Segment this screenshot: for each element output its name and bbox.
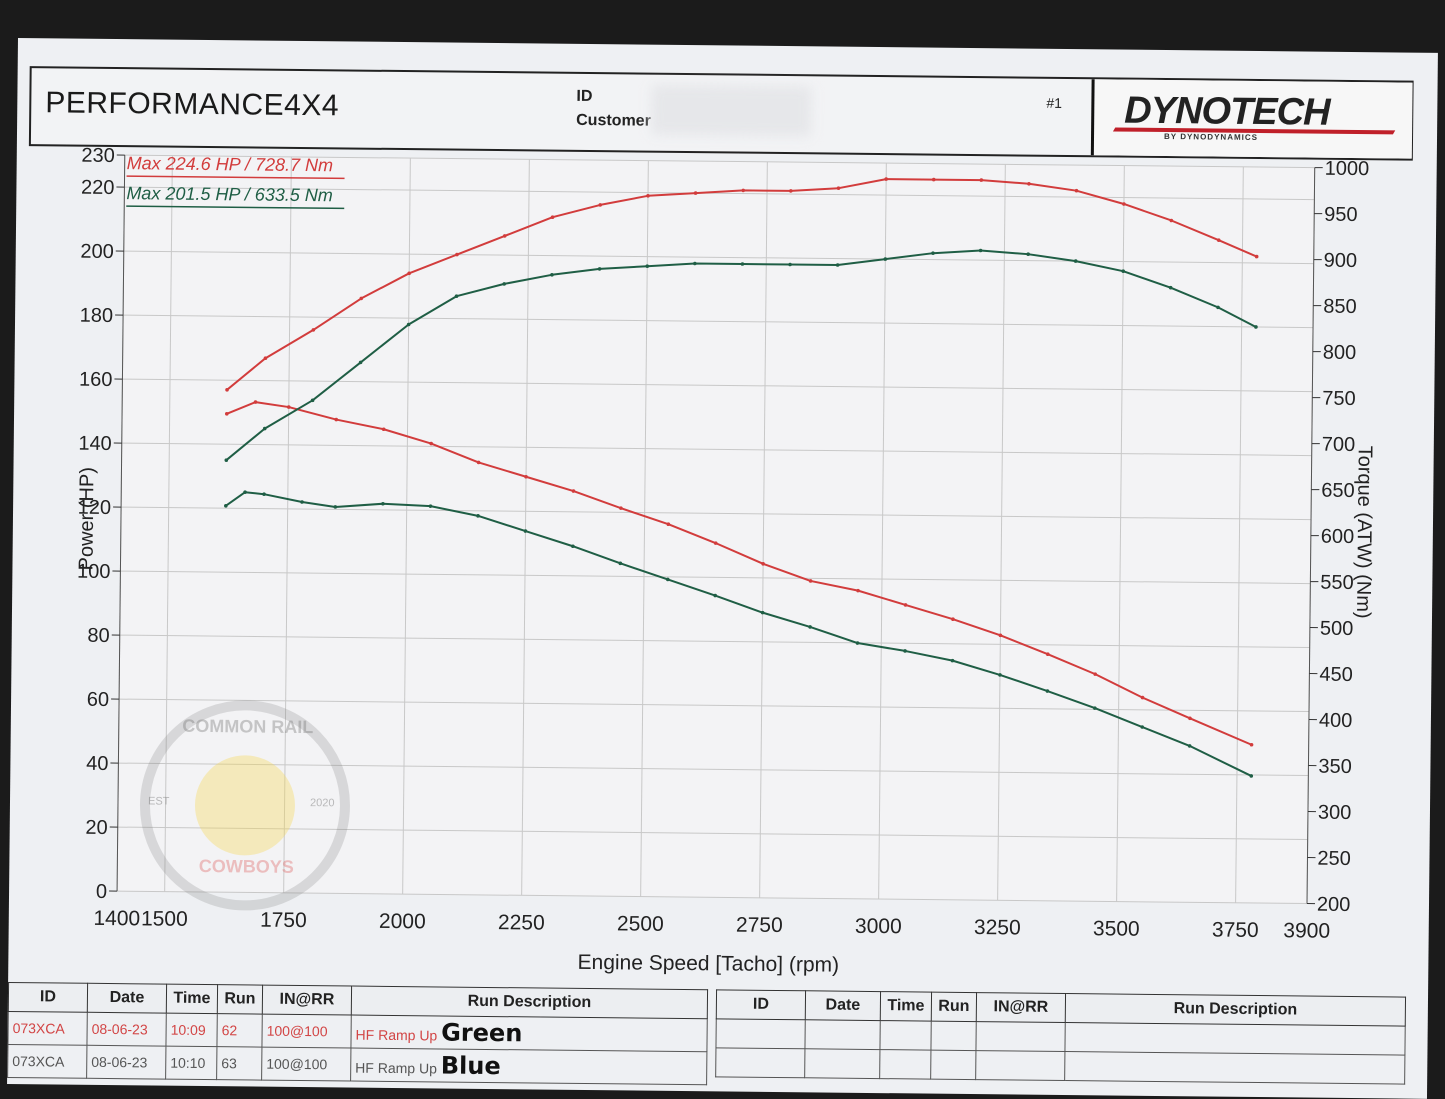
y2-tick-label: 550 xyxy=(1320,572,1354,594)
watermark-year: 2020 xyxy=(310,797,335,809)
y-tick-label: 20 xyxy=(85,817,107,839)
col-time: Time xyxy=(880,992,931,1022)
handwritten-note: Green xyxy=(441,1018,522,1047)
y-tick-label: 60 xyxy=(87,689,109,711)
cell-time: 10:09 xyxy=(166,1013,217,1047)
x-tick-label: 1750 xyxy=(260,909,307,932)
x-tick-label: 1500 xyxy=(141,907,188,930)
y2-tick-label: 800 xyxy=(1323,342,1357,364)
description-text: HF Ramp Up xyxy=(355,1060,437,1077)
cell-description: HF Ramp Up Green xyxy=(351,1015,707,1052)
table-row xyxy=(716,1048,1405,1084)
y-tick-label: 0 xyxy=(96,881,107,903)
cell-description: HF Ramp Up Blue xyxy=(351,1048,707,1085)
table-row: 073XCA 08-06-23 10:10 63 100@100 HF Ramp… xyxy=(8,1044,707,1084)
col-inrr: IN@RR xyxy=(262,985,351,1015)
watermark-est: EST xyxy=(148,795,170,807)
y2-tick-label: 450 xyxy=(1319,664,1353,686)
x-tick-label: 2750 xyxy=(736,914,783,937)
y2-tick-label: 250 xyxy=(1317,848,1351,870)
y2-tick-label: 650 xyxy=(1321,480,1355,502)
y2-tick-label: 900 xyxy=(1324,250,1358,272)
cell-inrr: 100@100 xyxy=(262,1047,351,1081)
x-tick-label: 2000 xyxy=(379,910,426,933)
y2-tick-label: 850 xyxy=(1323,296,1357,318)
watermark-top-text: COMMON RAIL xyxy=(163,716,333,739)
y2-tick-label: 500 xyxy=(1320,618,1354,640)
col-date: Date xyxy=(87,983,166,1013)
dyno-sheet: PERFORMANCE4X4 ID Customer #1 DYNOTECH B… xyxy=(7,38,1438,1099)
y2-tick-label: 700 xyxy=(1322,434,1356,456)
y2-tick-label: 750 xyxy=(1322,388,1356,410)
cell-date: 08-06-23 xyxy=(87,1012,166,1046)
x-tick-label: 2500 xyxy=(617,912,664,935)
x-tick-label: 2250 xyxy=(498,911,545,934)
y2-axis-label: Torque (ATW) (Nm) xyxy=(1352,446,1376,619)
y2-tick-label: 200 xyxy=(1317,894,1351,916)
x-axis-label: Engine Speed [Tacho] (rpm) xyxy=(577,951,839,977)
col-time: Time xyxy=(166,984,217,1014)
col-date: Date xyxy=(805,991,880,1021)
col-run-description: Run Description xyxy=(351,986,707,1019)
y-axis-label: Power (HP) xyxy=(75,467,98,571)
y2-tick-label: 950 xyxy=(1324,204,1358,226)
col-id: ID xyxy=(8,982,87,1012)
col-inrr: IN@RR xyxy=(976,993,1065,1023)
col-run: Run xyxy=(217,985,262,1014)
cell-id: 073XCA xyxy=(8,1044,87,1078)
cell-time: 10:10 xyxy=(166,1046,217,1080)
y-tick-label: 180 xyxy=(80,305,114,327)
watermark-emblem xyxy=(194,755,295,856)
x-tick-label: 3250 xyxy=(974,916,1021,939)
x-tick-label: 3000 xyxy=(855,915,902,938)
y-tick-label: 220 xyxy=(81,177,115,199)
y2-tick-label: 1000 xyxy=(1325,158,1370,180)
x-tick-label: 3750 xyxy=(1212,919,1259,942)
col-run-description: Run Description xyxy=(1065,994,1405,1027)
y-tick-label: 80 xyxy=(87,625,109,647)
handwritten-note: Blue xyxy=(441,1051,501,1080)
x-tick-label: 1400 xyxy=(93,907,140,930)
col-id: ID xyxy=(716,990,805,1020)
y-tick-label: 200 xyxy=(80,241,114,263)
run-table-left: ID Date Time Run IN@RR Run Description 0… xyxy=(7,982,708,1085)
description-text: HF Ramp Up xyxy=(355,1027,437,1044)
cell-run: 62 xyxy=(217,1014,262,1047)
x-tick-label: 3500 xyxy=(1093,917,1140,940)
y-tick-label: 140 xyxy=(78,433,112,455)
y2-tick-label: 600 xyxy=(1321,526,1355,548)
run-table-right: ID Date Time Run IN@RR Run Description xyxy=(715,989,1406,1084)
y-tick-label: 160 xyxy=(79,369,113,391)
cell-run: 63 xyxy=(217,1047,262,1080)
cell-date: 08-06-23 xyxy=(87,1045,166,1079)
legend-green: Max 201.5 HP / 633.5 Nm xyxy=(126,183,333,205)
legend-red: Max 224.6 HP / 728.7 Nm xyxy=(127,153,334,175)
watermark-bottom-text: COWBOYS xyxy=(161,856,331,879)
cell-id: 073XCA xyxy=(8,1011,87,1045)
y2-tick-label: 300 xyxy=(1318,802,1352,824)
y2-tick-label: 350 xyxy=(1318,756,1352,778)
x-tick-label: 3900 xyxy=(1283,919,1330,942)
cell-inrr: 100@100 xyxy=(262,1014,351,1048)
y2-tick-label: 400 xyxy=(1319,710,1353,732)
y-tick-label: 230 xyxy=(81,145,115,167)
run-table-area: ID Date Time Run IN@RR Run Description 0… xyxy=(7,982,1413,1099)
y-tick-label: 40 xyxy=(86,753,108,775)
col-run: Run xyxy=(931,992,976,1021)
